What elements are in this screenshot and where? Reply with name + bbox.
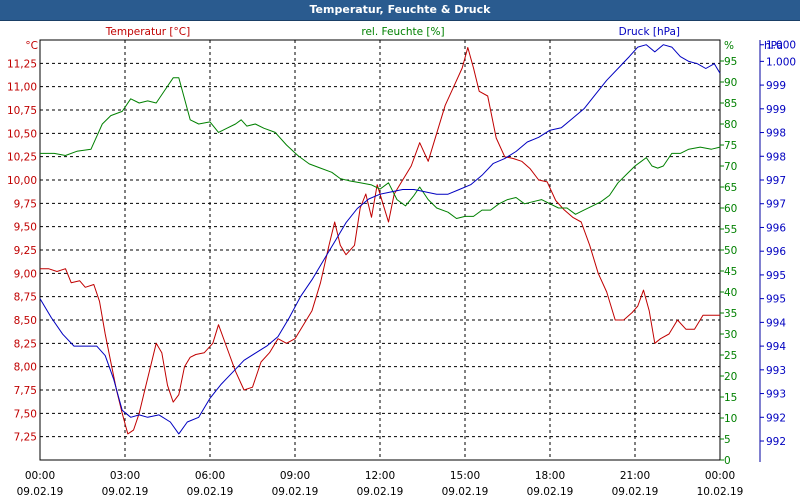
humidity-tick-label: 5 xyxy=(724,434,731,446)
pressure-tick-label: 997 xyxy=(766,199,786,211)
temperature-tick-label: 10,50 xyxy=(7,128,37,140)
humidity-tick-label: 40 xyxy=(724,287,737,299)
humidity-tick-label: 55 xyxy=(724,224,737,236)
temperature-axis: 7,25 7,50 7,75 8,00 8,25 8,50 8,75 9,00 9,25 9,50… xyxy=(7,58,37,443)
humidity-tick-label: 75 xyxy=(724,140,737,152)
humidity-tick-label: 0 xyxy=(724,455,731,467)
humidity-tick-label: 85 xyxy=(724,98,737,110)
pressure-tick-label: 999 xyxy=(766,104,786,116)
temperature-tick-label: 11,25 xyxy=(7,58,37,70)
pressure-tick-label: 992 xyxy=(766,412,786,424)
humidity-line xyxy=(40,77,721,219)
time-tick-label: 21:00 xyxy=(620,470,650,482)
time-tick-label: 15:00 xyxy=(450,470,480,482)
temperature-unit-label: °C xyxy=(25,40,38,52)
series-layer xyxy=(39,44,721,435)
pressure-tick-label: 993 xyxy=(766,365,786,377)
date-tick-label: 09.02.19 xyxy=(612,486,659,498)
pressure-tick-label: 998 xyxy=(766,151,786,163)
temperature-tick-label: 10,25 xyxy=(7,152,37,164)
pressure-tick-label: 1.000 xyxy=(766,56,796,68)
pressure-tick-label: 1.000 xyxy=(766,40,796,52)
pressure-tick-label: 999 xyxy=(766,80,786,92)
temperature-tick-label: 8,50 xyxy=(14,315,37,327)
temperature-tick-label: 8,00 xyxy=(14,362,37,374)
temperature-tick-label: 8,25 xyxy=(14,338,37,350)
temperature-tick-label: 10,75 xyxy=(7,105,37,117)
temperature-tick-label: 9,50 xyxy=(14,222,37,234)
humidity-tick-label: 10 xyxy=(724,413,737,425)
time-tick-label: 00:00 xyxy=(705,470,735,482)
temperature-tick-label: 7,50 xyxy=(14,408,37,420)
pressure-unit-label: hPa xyxy=(764,40,783,52)
pressure-tick-label: 992 xyxy=(766,436,786,448)
temperature-tick-label: 9,75 xyxy=(14,198,37,210)
pressure-tick-label: 994 xyxy=(766,317,786,329)
humidity-tick-label: 50 xyxy=(724,245,737,257)
date-tick-label: 09.02.19 xyxy=(102,486,149,498)
date-tick-label: 09.02.19 xyxy=(442,486,489,498)
pressure-tick-label: 995 xyxy=(766,294,786,306)
temperature-tick-label: 9,25 xyxy=(14,245,37,257)
pressure-tick-label: 997 xyxy=(766,175,786,187)
chart-title: Temperatur, Feuchte & Druck xyxy=(309,3,491,16)
date-tick-label: 09.02.19 xyxy=(357,486,404,498)
grid xyxy=(40,40,720,460)
humidity-tick-label: 45 xyxy=(724,266,737,278)
humidity-tick-label: 25 xyxy=(724,350,737,362)
humidity-tick-label: 90 xyxy=(724,77,737,89)
temperature-tick-label: 11,00 xyxy=(7,82,37,94)
humidity-unit-label: % xyxy=(724,40,734,52)
humidity-series-label: rel. Feuchte [%] xyxy=(361,26,444,38)
humidity-tick-label: 15 xyxy=(724,392,737,404)
pressure-tick-label: 994 xyxy=(766,341,786,353)
pressure-series-label: Druck [hPa] xyxy=(619,26,680,38)
temperature-series-label: Temperatur [°C] xyxy=(105,26,190,38)
humidity-axis: 0 5 10 15 20 25 30 35 40 45 50 55 60 65 70 75 80 85 90 95 xyxy=(720,56,737,467)
date-tick-label: 09.02.19 xyxy=(527,486,574,498)
time-axis: 00:00 09.02.19 03:00 09.02.19 06:00 09.02.19 0… xyxy=(17,470,744,498)
temperature-tick-label: 10,00 xyxy=(7,175,37,187)
date-tick-label: 09.02.19 xyxy=(17,486,64,498)
date-tick-label: 10.02.19 xyxy=(697,486,744,498)
pressure-line xyxy=(39,44,721,435)
humidity-tick-label: 65 xyxy=(724,182,737,194)
time-tick-label: 00:00 xyxy=(25,470,55,482)
temperature-line xyxy=(40,47,720,435)
time-tick-label: 12:00 xyxy=(365,470,395,482)
temperature-tick-label: 7,75 xyxy=(14,385,37,397)
time-tick-label: 09:00 xyxy=(280,470,310,482)
humidity-tick-label: 20 xyxy=(724,371,737,383)
pressure-tick-label: 996 xyxy=(766,246,786,258)
pressure-tick-label: 995 xyxy=(766,270,786,282)
humidity-tick-label: 60 xyxy=(724,203,737,215)
date-tick-label: 09.02.19 xyxy=(187,486,234,498)
temperature-tick-label: 9,00 xyxy=(14,268,37,280)
humidity-tick-label: 80 xyxy=(724,119,737,131)
time-tick-label: 06:00 xyxy=(195,470,225,482)
time-tick-label: 18:00 xyxy=(535,470,565,482)
date-tick-label: 09.02.19 xyxy=(272,486,319,498)
pressure-tick-label: 996 xyxy=(766,222,786,234)
humidity-tick-label: 95 xyxy=(724,56,737,68)
temperature-tick-label: 8,75 xyxy=(14,292,37,304)
pressure-tick-label: 998 xyxy=(766,128,786,140)
temperature-tick-label: 7,25 xyxy=(14,432,37,444)
humidity-tick-label: 30 xyxy=(724,329,737,341)
time-tick-label: 03:00 xyxy=(110,470,140,482)
pressure-tick-label: 993 xyxy=(766,389,786,401)
pressure-axis: 992 992 993 993 994 994 995 995 996 996 997 997 998 9… xyxy=(760,40,796,448)
chart-title-bar: Temperatur, Feuchte & Druck xyxy=(0,0,800,21)
humidity-tick-label: 70 xyxy=(724,161,737,173)
humidity-tick-label: 35 xyxy=(724,308,737,320)
